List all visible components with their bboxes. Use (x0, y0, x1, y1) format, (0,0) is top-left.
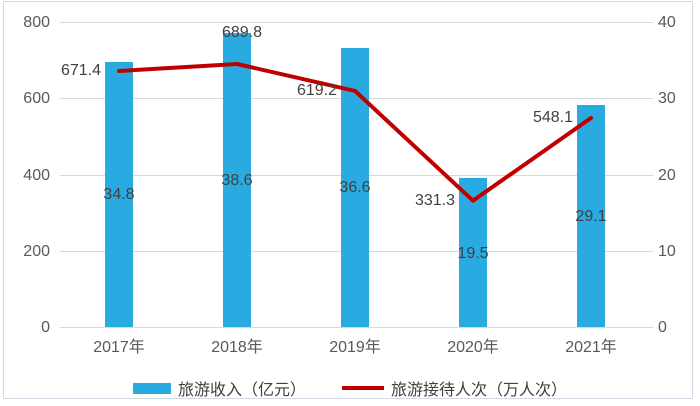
legend: 旅游收入（亿元） 旅游接待人次（万人次） (0, 376, 700, 400)
legend-line-swatch-icon (342, 386, 384, 390)
left-axis-tick-400: 400 (23, 167, 50, 184)
x-axis-label-2019: 2019年 (329, 339, 381, 356)
bar-value-label-2018: 38.6 (221, 172, 253, 189)
line-value-label-2018: 689.8 (221, 24, 263, 41)
right-axis-tick-40: 40 (658, 14, 676, 31)
right-axis-tick-30: 30 (658, 90, 676, 107)
legend-label: 旅游接待人次（万人次） (391, 382, 568, 399)
left-axis-tick-800: 800 (23, 14, 50, 31)
legend-item-revenue: 旅游收入（亿元） (132, 376, 306, 400)
legend-label: 旅游收入（亿元） (177, 382, 306, 399)
right-axis-tick-0: 0 (658, 319, 667, 336)
bar-value-label-2017: 34.8 (103, 186, 135, 203)
legend-item-visitors: 旅游接待人次（万人次） (342, 376, 567, 400)
left-axis-tick-200: 200 (23, 243, 50, 260)
right-axis-tick-10: 10 (658, 243, 676, 260)
line-value-label-2021: 548.1 (532, 109, 573, 126)
x-axis-line (60, 327, 653, 328)
x-axis-label-2021: 2021年 (565, 339, 617, 356)
left-axis-tick-0: 0 (41, 319, 50, 336)
line-value-label-2017: 671.4 (60, 62, 101, 79)
bar-2020 (459, 178, 487, 327)
line-value-label-2020: 331.3 (414, 192, 455, 209)
legend-bar-swatch-icon (132, 382, 171, 394)
right-axis-tick-20: 20 (658, 167, 676, 184)
x-axis-label-2017: 2017年 (93, 339, 145, 356)
gridline-800 (60, 22, 653, 23)
line-value-label-2019: 619.2 (296, 82, 337, 99)
left-axis-tick-600: 600 (23, 90, 50, 107)
x-axis-label-2020: 2020年 (447, 339, 499, 356)
x-axis-label-2018: 2018年 (211, 339, 263, 356)
bar-value-label-2021: 29.1 (575, 208, 607, 225)
bar-value-label-2020: 19.5 (457, 245, 489, 262)
bar-value-label-2019: 36.6 (339, 179, 371, 196)
